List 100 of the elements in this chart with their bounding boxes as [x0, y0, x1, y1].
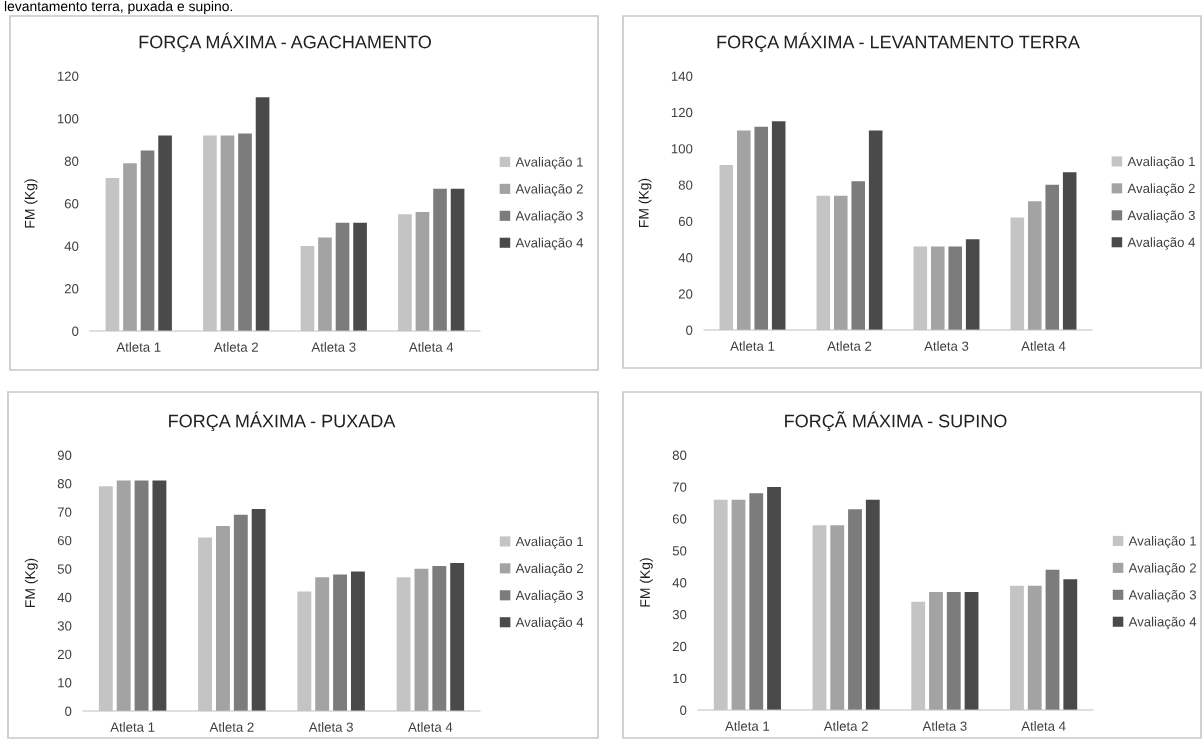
bar: [220, 135, 235, 331]
y-tick-label: 0: [686, 325, 693, 335]
y-tick-label: 10: [58, 678, 72, 688]
x-tick-label: Atleta 1: [730, 341, 775, 351]
y-tick-label: 50: [672, 546, 687, 556]
bar: [1045, 569, 1060, 710]
x-tick-label: Atleta 3: [922, 721, 967, 731]
bar: [251, 509, 266, 711]
bar: [930, 246, 945, 330]
chart-title: FORÇA MÁXIMA - PUXADA: [169, 411, 396, 432]
y-axis-title: FM (Kg): [639, 558, 653, 607]
y-tick-label: 60: [672, 514, 687, 524]
y-tick-label: 60: [57, 535, 72, 546]
y-tick-label: 0: [72, 326, 79, 336]
bar: [233, 514, 248, 711]
y-tick-label: 40: [678, 253, 693, 263]
bar: [335, 222, 350, 331]
bar: [433, 188, 447, 331]
x-tick-label: Atleta 2: [213, 342, 258, 352]
bar: [731, 499, 746, 710]
legend-label: Avaliação 2: [1128, 562, 1196, 576]
y-tick-label: 80: [678, 180, 693, 190]
bar: [865, 499, 880, 710]
legend-label: Avaliação 1: [1127, 156, 1195, 169]
bar: [255, 97, 270, 331]
bar: [216, 526, 230, 711]
chart-title: FORÇÃ MÁXIMA - SUPINO: [785, 411, 1007, 432]
x-tick-label: Atleta 4: [1021, 721, 1066, 731]
y-tick-label: 80: [64, 156, 79, 166]
bar: [1062, 172, 1077, 330]
bar: [134, 480, 149, 711]
bar: [851, 181, 866, 330]
y-tick-label: 120: [671, 107, 693, 118]
x-tick-label: Atleta 4: [408, 342, 454, 352]
chart-title: FORÇA MÁXIMA - AGACHAMENTO: [139, 32, 431, 53]
bar: [116, 480, 131, 711]
x-tick-label: Atleta 2: [823, 721, 868, 731]
bar: [754, 126, 769, 330]
y-axis-title: FM (Kg): [24, 558, 38, 607]
bar: [450, 188, 465, 331]
bar: [350, 571, 365, 711]
y-axis-title: FM (Kg): [24, 179, 38, 228]
bar: [414, 568, 429, 711]
y-tick-label: 30: [672, 609, 687, 620]
y-tick-label: 20: [64, 284, 79, 294]
y-tick-label: 70: [672, 482, 687, 492]
y-tick-label: 0: [65, 706, 72, 716]
y-tick-label: 20: [672, 641, 687, 652]
y-tick-label: 60: [64, 199, 79, 209]
y-tick-label: 120: [57, 71, 79, 81]
y-axis-title: FM (Kg): [638, 178, 652, 227]
x-tick-label: Atleta 2: [209, 722, 254, 732]
x-tick-label: Atleta 4: [408, 722, 453, 732]
bar: [830, 525, 845, 710]
bar: [1045, 184, 1060, 330]
legend-label: Avaliação 2: [515, 563, 583, 576]
x-tick-label: Atleta 1: [116, 342, 161, 352]
bar: [333, 574, 348, 711]
x-tick-label: Atleta 1: [110, 722, 155, 732]
text: levantamento terra, puxada e supino.: [4, 1, 233, 14]
y-tick-label: 40: [64, 241, 79, 251]
y-tick-label: 140: [671, 71, 693, 81]
bar: [152, 480, 167, 711]
x-tick-label: Atleta 4: [1021, 341, 1066, 351]
y-tick-label: 40: [57, 592, 72, 603]
bar: [432, 565, 447, 711]
legend-label: Avaliação 3: [515, 590, 584, 603]
y-tick-label: 30: [57, 621, 72, 631]
y-tick-label: 100: [57, 114, 79, 124]
x-tick-label: Atleta 1: [725, 721, 770, 731]
y-tick-label: 0: [680, 705, 687, 715]
x-tick-label: Atleta 3: [308, 722, 353, 732]
x-tick-label: Atleta 3: [311, 342, 356, 352]
bar: [749, 493, 764, 710]
legend-label: Avaliação 3: [1128, 589, 1197, 603]
bar: [238, 133, 252, 331]
bar: [353, 222, 367, 331]
bar: [123, 163, 137, 331]
bar: [948, 246, 963, 330]
bar: [140, 150, 155, 331]
bar: [964, 592, 979, 710]
y-tick-label: 10: [673, 673, 687, 684]
legend-label: Avaliação 1: [515, 536, 583, 549]
legend-label: Avaliação 2: [1127, 183, 1195, 196]
x-tick-label: Atleta 3: [924, 341, 969, 351]
y-tick-label: 40: [672, 578, 687, 588]
y-tick-label: 50: [57, 564, 72, 574]
bar: [771, 121, 786, 330]
y-tick-label: 60: [678, 216, 693, 227]
bar: [450, 563, 465, 711]
bar: [1027, 201, 1042, 330]
y-tick-label: 80: [57, 479, 72, 489]
legend-label: Avaliação 1: [515, 156, 583, 170]
bar: [833, 195, 848, 330]
legend-label: Avaliação 3: [1127, 210, 1195, 223]
legend-label: Avaliação 1: [1128, 535, 1196, 549]
bar: [848, 509, 862, 710]
legend-label: Avaliação 4: [1127, 237, 1196, 250]
x-tick-label: Atleta 2: [827, 341, 872, 351]
legend-label: Avaliação 3: [515, 210, 583, 224]
